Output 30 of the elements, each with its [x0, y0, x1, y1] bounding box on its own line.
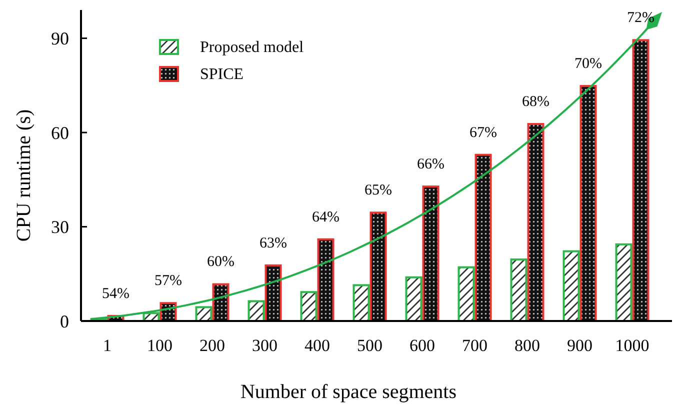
annotation: 64%	[312, 209, 340, 226]
y-tick-label: 30	[51, 217, 69, 238]
annotation: 67%	[470, 124, 497, 141]
annotation: 66%	[417, 156, 444, 173]
annotation: 68%	[522, 94, 550, 110]
annotation: 72%	[627, 10, 654, 26]
y-tick-label: 0	[60, 311, 69, 332]
x-tick-label: 200	[200, 336, 225, 355]
legend-label: Proposed model	[200, 39, 304, 56]
x-tick-label: 600	[410, 336, 435, 355]
annotation: 54%	[102, 286, 130, 302]
x-tick-label: 1000	[615, 336, 650, 355]
annotation: 57%	[154, 273, 182, 290]
x-tick-label: 300	[252, 336, 278, 355]
x-tick-label: 500	[357, 336, 382, 355]
x-tick-label: 800	[514, 336, 540, 355]
x-tick-label: 100	[147, 336, 172, 355]
x-tick-label: 700	[462, 336, 488, 355]
y-tick-label: 90	[51, 28, 69, 49]
annotation: 63%	[260, 235, 287, 252]
x-tick-label: 400	[304, 336, 330, 355]
x-axis-title: Number of space segments	[240, 381, 457, 403]
x-tick-label: 1	[103, 336, 112, 355]
y-axis-title: CPU runtime (s)	[13, 109, 35, 242]
annotation: 65%	[364, 182, 392, 199]
annotation: 60%	[207, 254, 234, 270]
y-tick-label: 60	[51, 122, 69, 143]
legend-label: SPICE	[200, 66, 244, 83]
x-tick-label: 900	[567, 336, 592, 355]
annotation: 70%	[574, 56, 602, 72]
